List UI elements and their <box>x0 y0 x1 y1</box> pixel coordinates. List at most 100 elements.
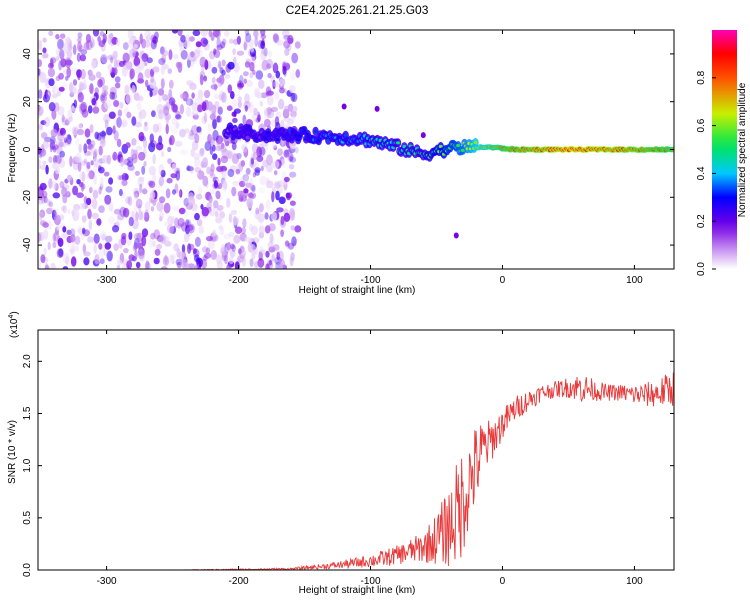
noise-blob <box>288 164 295 170</box>
x-tick-label: -200 <box>229 576 249 587</box>
noise-blob <box>77 70 81 81</box>
noise-blob <box>188 36 195 42</box>
colorbar-tick-label: 0.4 <box>696 166 707 180</box>
noise-blob <box>275 190 280 201</box>
noise-blob <box>79 202 86 211</box>
noise-blob <box>97 36 101 42</box>
noise-blob <box>88 70 94 78</box>
noise-blob <box>126 111 132 119</box>
colorbar-strip <box>712 30 737 269</box>
noise-blob <box>46 91 50 101</box>
colorbar-tick-label: 0.0 <box>696 262 707 276</box>
noise-blob <box>99 131 107 137</box>
noise-blob <box>152 66 160 73</box>
noise-blob <box>43 247 47 256</box>
noise-blob <box>113 118 120 127</box>
noise-blob <box>51 84 56 94</box>
noise-blob <box>195 170 200 177</box>
top-y-axis-label: Frequency (Hz) <box>7 114 18 183</box>
noise-blob <box>292 115 296 122</box>
noise-blob <box>156 235 164 242</box>
noise-blob <box>39 72 47 83</box>
noise-blob <box>263 47 268 57</box>
noise-blob <box>252 237 260 244</box>
x-tick-label: -300 <box>97 275 117 286</box>
noise-blob <box>200 30 208 37</box>
noise-blob <box>56 90 62 97</box>
noise-blob <box>43 196 48 204</box>
noise-blob <box>113 100 120 107</box>
noise-blob <box>151 110 156 118</box>
noise-blob <box>158 93 163 103</box>
noise-blob <box>148 237 154 248</box>
noise-blob <box>244 30 250 37</box>
noise-blob <box>74 235 81 245</box>
noise-blob <box>131 84 136 94</box>
noise-blob <box>128 231 133 240</box>
noise-blob <box>212 144 216 152</box>
noise-blob <box>213 93 220 100</box>
noise-blob <box>104 194 112 205</box>
noise-blob <box>125 61 133 70</box>
noise-blob <box>157 180 163 189</box>
noise-blob <box>156 243 163 250</box>
noise-blob <box>127 156 134 163</box>
noise-blob <box>57 38 64 50</box>
noise-blob <box>232 117 238 124</box>
noise-blob <box>209 211 215 217</box>
noise-blob <box>189 129 194 137</box>
noise-blob <box>260 30 266 37</box>
noise-blob <box>80 68 86 80</box>
noise-blob <box>103 171 110 177</box>
colorbar-label: Normalized spectral amplitude <box>737 82 748 217</box>
noise-blob <box>69 245 76 256</box>
noise-blob <box>133 56 141 67</box>
noise-blob <box>99 31 105 37</box>
noise-blob <box>189 165 195 174</box>
noise-blob <box>225 150 234 160</box>
noise-blob <box>137 72 144 83</box>
noise-blob <box>154 114 162 120</box>
noise-blob <box>255 70 264 80</box>
bottom-x-axis-label: Height of straight line (km) <box>299 585 416 596</box>
noise-blob <box>85 33 91 44</box>
noise-blob <box>88 170 95 180</box>
noise-blob <box>134 190 140 198</box>
noise-blob <box>286 153 294 163</box>
noise-blob <box>88 219 93 231</box>
noise-blob <box>167 146 172 153</box>
noise-blob <box>193 152 201 160</box>
noise-blob <box>294 225 302 233</box>
noise-blob <box>90 160 94 166</box>
noise-blob <box>167 215 174 226</box>
noise-blob <box>208 198 213 207</box>
noise-blob <box>135 211 139 222</box>
noise-blob <box>162 94 168 101</box>
noise-blob <box>193 263 198 269</box>
x-tick-label: -300 <box>97 576 117 587</box>
noise-blob <box>46 207 53 215</box>
noise-blob <box>287 34 294 45</box>
noise-blob <box>96 218 102 226</box>
noise-blob <box>273 61 278 73</box>
noise-blob <box>194 167 202 173</box>
noise-blob <box>198 47 203 58</box>
noise-blob <box>49 142 53 153</box>
noise-blob <box>289 171 297 178</box>
colorbar-tick-label: 0.2 <box>696 214 707 228</box>
noise-blob <box>288 37 294 44</box>
noise-blob <box>74 245 79 252</box>
noise-blob <box>48 178 53 189</box>
noise-blob <box>191 140 199 151</box>
noise-blob <box>279 87 285 94</box>
noise-blob <box>128 254 135 262</box>
noise-blob <box>125 196 131 204</box>
noise-blob <box>115 82 121 89</box>
noise-blob <box>173 53 179 60</box>
noise-blob <box>283 105 290 116</box>
noise-blob <box>92 30 100 37</box>
noise-blob <box>212 118 217 130</box>
noise-blob <box>215 145 223 152</box>
noise-blob <box>143 160 147 167</box>
noise-blob <box>87 236 94 243</box>
